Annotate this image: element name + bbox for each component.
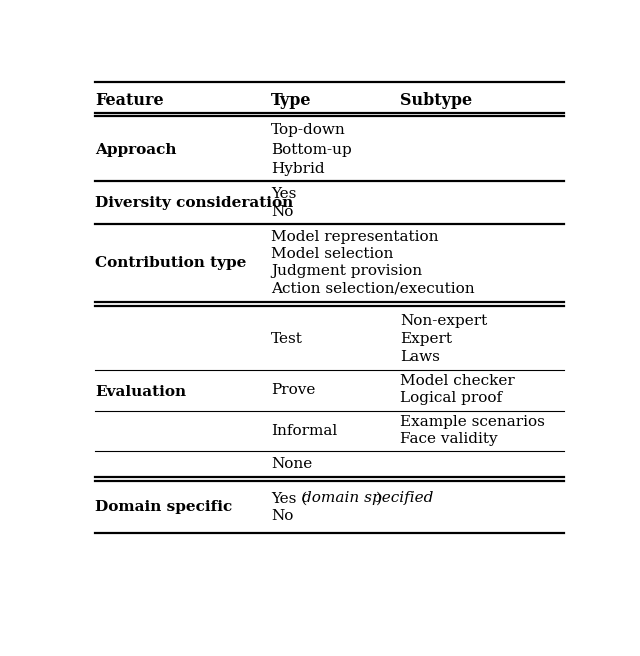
Text: domain specified: domain specified [302, 491, 433, 505]
Text: Face validity: Face validity [400, 432, 497, 446]
Text: Prove: Prove [271, 383, 316, 397]
Text: Judgment provision: Judgment provision [271, 264, 422, 278]
Text: Yes: Yes [271, 187, 296, 201]
Text: Evaluation: Evaluation [95, 385, 186, 399]
Text: Approach: Approach [95, 142, 177, 157]
Text: Hybrid: Hybrid [271, 162, 324, 176]
Text: No: No [271, 509, 293, 523]
Text: None: None [271, 457, 312, 471]
Text: Expert: Expert [400, 332, 452, 346]
Text: Domain specific: Domain specific [95, 500, 232, 514]
Text: Type: Type [271, 92, 312, 109]
Text: Non-expert: Non-expert [400, 314, 487, 328]
Text: Bottom-up: Bottom-up [271, 142, 352, 157]
Text: Laws: Laws [400, 350, 440, 363]
Text: Contribution type: Contribution type [95, 256, 246, 270]
Text: Model selection: Model selection [271, 247, 394, 261]
Text: Yes (: Yes ( [271, 491, 307, 505]
Text: Top-down: Top-down [271, 123, 346, 137]
Text: Diversity consideration: Diversity consideration [95, 196, 293, 211]
Text: Subtype: Subtype [400, 92, 472, 109]
Text: ): ) [376, 491, 381, 505]
Text: Test: Test [271, 332, 303, 346]
Text: Informal: Informal [271, 424, 337, 438]
Text: Logical proof: Logical proof [400, 391, 502, 405]
Text: Model checker: Model checker [400, 375, 515, 388]
Text: Feature: Feature [95, 92, 163, 109]
Text: Model representation: Model representation [271, 230, 438, 244]
Text: Action selection/execution: Action selection/execution [271, 281, 475, 295]
Text: Example scenarios: Example scenarios [400, 415, 545, 429]
Text: No: No [271, 205, 293, 219]
